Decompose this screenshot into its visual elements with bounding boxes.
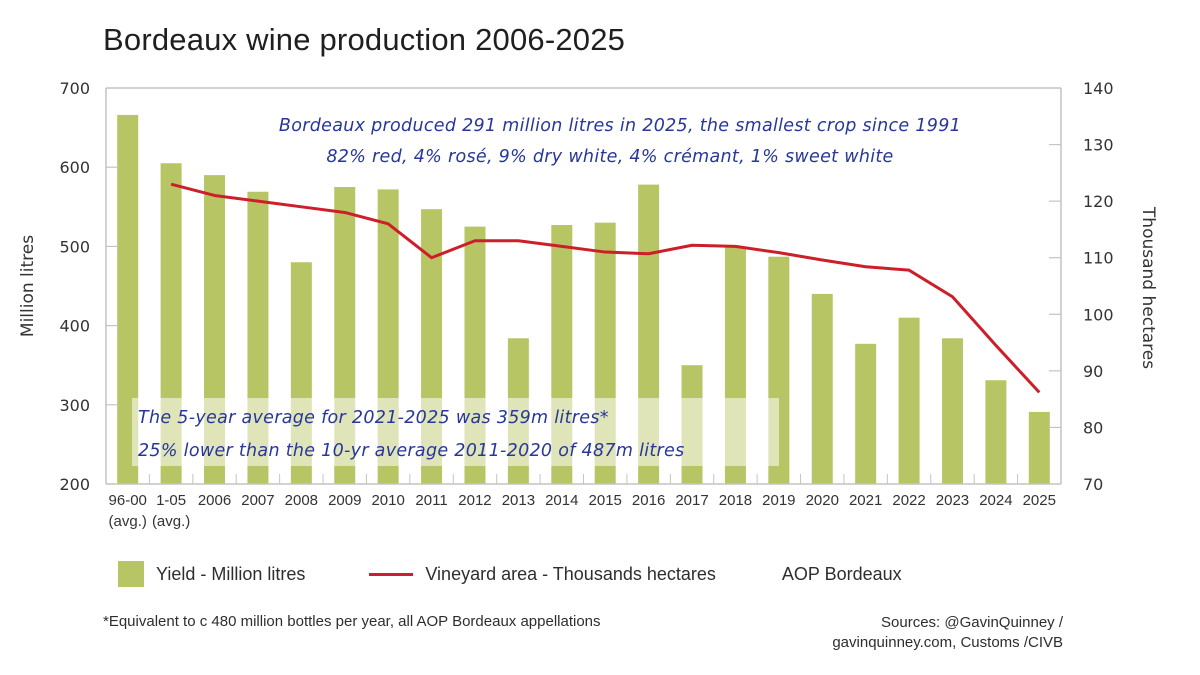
sources-line-1: Sources: @GavinQuinney / bbox=[881, 614, 1063, 631]
x-tick-label: 2020 bbox=[806, 492, 839, 509]
right-axis-title: Thousand hectares bbox=[1138, 206, 1158, 369]
x-tick-label: 2021 bbox=[849, 492, 882, 509]
x-tick-label: 2008 bbox=[285, 492, 318, 509]
right-tick-label: 100 bbox=[1083, 305, 1114, 324]
x-tick-label: 2012 bbox=[458, 492, 491, 509]
x-tick-label: 2010 bbox=[371, 492, 404, 509]
legend-item-region: AOP Bordeaux bbox=[782, 564, 902, 585]
x-tick-label: 2019 bbox=[762, 492, 795, 509]
x-tick-label: 2007 bbox=[241, 492, 274, 509]
x-tick-label: 2011 bbox=[415, 492, 447, 509]
x-tick-label: 2022 bbox=[892, 492, 925, 509]
left-tick-label: 600 bbox=[59, 158, 90, 177]
legend: Yield - Million litres Vineyard area - T… bbox=[118, 560, 902, 588]
annotation-top-line-1: Bordeaux produced 291 million litres in … bbox=[279, 116, 961, 136]
legend-item-yield: Yield - Million litres bbox=[118, 561, 305, 587]
bar-96-00 bbox=[117, 114, 139, 484]
bar-2025 bbox=[1028, 411, 1050, 484]
annotation-box-group bbox=[132, 398, 779, 466]
left-axis-title: Million litres bbox=[18, 235, 38, 337]
x-tick-label: 2018 bbox=[719, 492, 752, 509]
bar-2021 bbox=[855, 343, 877, 484]
legend-label-vineyard: Vineyard area - Thousands hectares bbox=[425, 563, 716, 584]
right-tick-label: 120 bbox=[1083, 192, 1114, 211]
left-tick-label: 400 bbox=[59, 317, 90, 336]
annotation-bottom: The 5-year average for 2021-2025 was 359… bbox=[138, 408, 685, 461]
right-tick-label: 130 bbox=[1083, 136, 1114, 155]
legend-item-vineyard: Vineyard area - Thousands hectares bbox=[369, 564, 716, 585]
x-tick-label: 2006 bbox=[198, 492, 231, 509]
legend-label-region: AOP Bordeaux bbox=[781, 563, 902, 584]
annotation-bottom-line-2: 25% lower than the 10-yr average 2011-20… bbox=[138, 441, 685, 461]
sources-line-2: gavinquinney.com, Customs /CIVB bbox=[832, 634, 1063, 651]
right-tick-label: 80 bbox=[1083, 418, 1103, 437]
bar-2020 bbox=[811, 293, 833, 484]
x-tick-sublabel: (avg.) bbox=[109, 513, 147, 530]
x-tick-label: 2014 bbox=[545, 492, 578, 509]
annotation-top-line-2: 82% red, 4% rosé, 9% dry white, 4% créma… bbox=[326, 147, 893, 167]
annotation-top: Bordeaux produced 291 million litres in … bbox=[279, 116, 961, 167]
right-tick-label: 70 bbox=[1083, 475, 1103, 494]
x-tick-label: 2025 bbox=[1023, 492, 1056, 509]
x-tick-label: 2015 bbox=[589, 492, 622, 509]
bar-2022 bbox=[898, 317, 920, 484]
x-tick-label: 2013 bbox=[502, 492, 535, 509]
x-tick-label: 2016 bbox=[632, 492, 665, 509]
left-tick-label: 200 bbox=[59, 475, 90, 494]
left-tick-label: 500 bbox=[59, 237, 90, 256]
right-tick-label: 90 bbox=[1083, 362, 1103, 381]
line-series bbox=[170, 182, 1041, 394]
chart-title: Bordeaux wine production 2006-2025 bbox=[103, 22, 626, 57]
left-tick-label: 300 bbox=[59, 396, 90, 415]
left-tick-label: 700 bbox=[59, 79, 90, 98]
x-tick-label: 2023 bbox=[936, 492, 969, 509]
legend-label-yield: Yield - Million litres bbox=[156, 563, 306, 584]
x-tick-label: 1-05 bbox=[156, 492, 186, 509]
left-axis-ticks: 200 300 400 500 600 700 bbox=[59, 79, 118, 494]
x-tick-label: 96-00 bbox=[109, 492, 147, 509]
right-axis-ticks: 70 80 90 100 110 120 130 140 bbox=[1049, 79, 1114, 494]
annotation-bottom-line-1: The 5-year average for 2021-2025 was 359… bbox=[138, 408, 609, 428]
bar-2024 bbox=[985, 380, 1007, 484]
bar-2023 bbox=[941, 338, 963, 484]
annotation-box bbox=[132, 398, 779, 466]
footnote: *Equivalent to c 480 million bottles per… bbox=[103, 613, 601, 630]
line-swatch-icon bbox=[369, 572, 414, 576]
x-tick-label: 2009 bbox=[328, 492, 361, 509]
x-tick-label: 2024 bbox=[979, 492, 1012, 509]
x-tick-sublabel: (avg.) bbox=[152, 513, 190, 530]
right-tick-label: 140 bbox=[1083, 79, 1114, 98]
sources: Sources: @GavinQuinney / gavinquinney.co… bbox=[832, 613, 1063, 653]
x-axis-ticks: 96-00 (avg.) 1-05 (avg.) 2006 2007 2008 2009 201… bbox=[109, 474, 1056, 530]
bar-swatch-icon bbox=[118, 561, 144, 587]
right-tick-label: 110 bbox=[1083, 249, 1114, 268]
x-tick-label: 2017 bbox=[675, 492, 708, 509]
